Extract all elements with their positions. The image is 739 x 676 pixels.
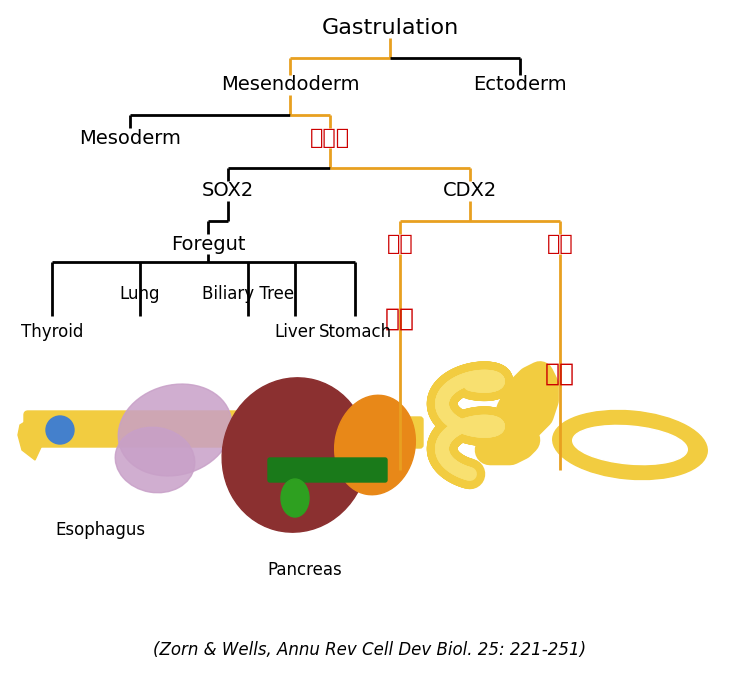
Text: 大腸: 大腸 [545,362,575,386]
Text: 中腸: 中腸 [386,234,413,254]
Polygon shape [510,375,545,430]
Ellipse shape [222,378,368,532]
Text: Pancreas: Pancreas [268,561,342,579]
Text: 内胚葉: 内胚葉 [310,128,350,148]
Text: Lung: Lung [120,285,160,303]
Text: Stomach: Stomach [319,323,392,341]
Text: Thyroid: Thyroid [21,323,84,341]
FancyBboxPatch shape [268,458,387,482]
Text: Gastrulation: Gastrulation [321,18,459,38]
Polygon shape [18,420,42,460]
Text: 小腸: 小腸 [385,307,415,331]
FancyBboxPatch shape [24,411,372,447]
Ellipse shape [115,427,195,493]
FancyBboxPatch shape [367,417,423,448]
Text: Biliary Tree: Biliary Tree [202,285,294,303]
Text: Liver: Liver [275,323,316,341]
Text: Foregut: Foregut [171,235,245,254]
Text: 後腸: 後腸 [547,234,573,254]
Text: SOX2: SOX2 [202,181,254,201]
Ellipse shape [335,395,415,495]
Circle shape [46,416,74,444]
Text: Mesoderm: Mesoderm [79,128,181,147]
Wedge shape [27,415,42,445]
Ellipse shape [553,410,707,479]
Text: Mesendoderm: Mesendoderm [221,76,359,95]
Ellipse shape [118,384,232,476]
Ellipse shape [573,425,687,464]
Ellipse shape [281,479,309,517]
Text: Esophagus: Esophagus [55,521,145,539]
Text: Ectoderm: Ectoderm [473,76,567,95]
Text: (Zorn & Wells, Annu Rev Cell Dev Biol. 25: 221-251): (Zorn & Wells, Annu Rev Cell Dev Biol. 2… [154,641,587,659]
Text: CDX2: CDX2 [443,181,497,201]
